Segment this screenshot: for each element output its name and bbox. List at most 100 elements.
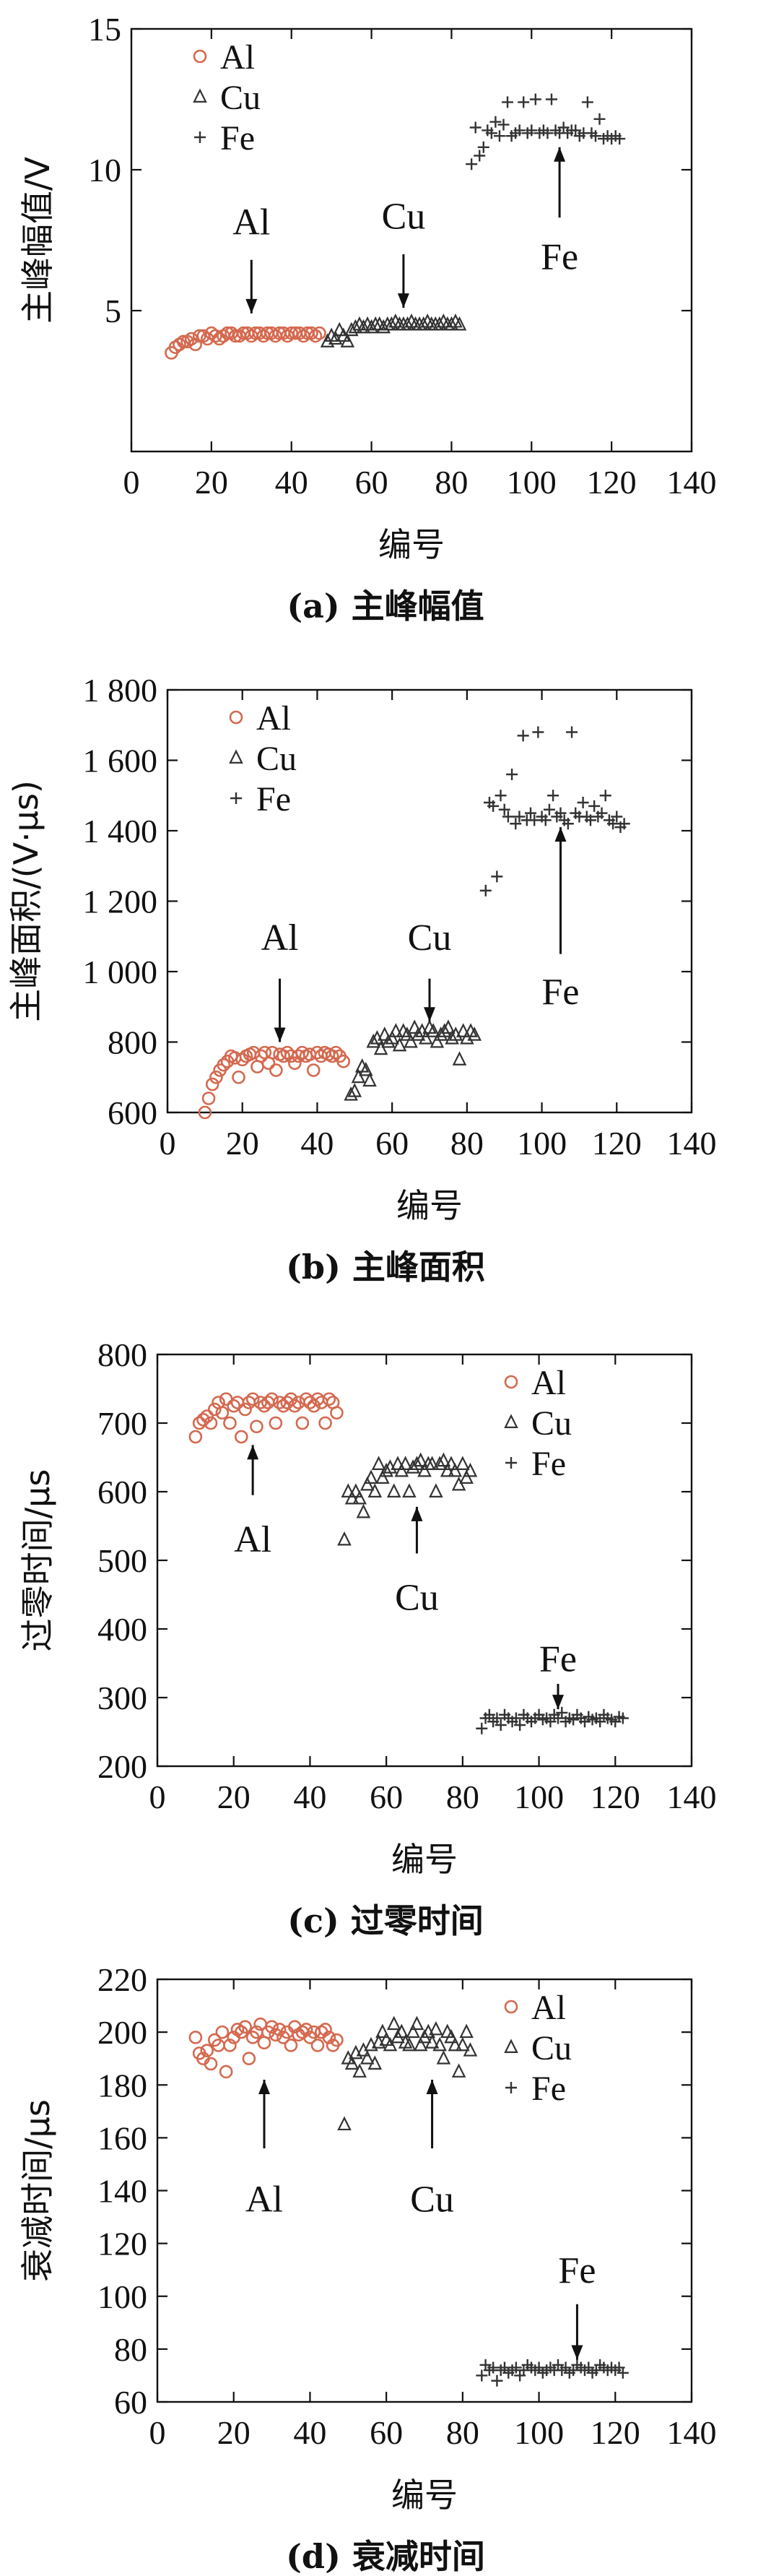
legend-marker-fe — [505, 2082, 517, 2093]
data-point-al — [265, 2020, 279, 2034]
data-point-al — [234, 1430, 248, 1444]
data-point-cu — [375, 2023, 390, 2039]
data-point-al — [272, 2023, 287, 2036]
arrow-head — [411, 1506, 423, 1521]
x-tick-label: 140 — [667, 2414, 717, 2451]
data-point-fe — [498, 803, 510, 816]
data-point-fe — [485, 127, 497, 139]
x-tick-label: 0 — [149, 2414, 166, 2451]
x-tick-label: 0 — [160, 1125, 176, 1162]
data-point-cu — [459, 1469, 474, 1484]
x-tick-label: 20 — [217, 2414, 251, 2451]
annotation-label: Al — [245, 2179, 283, 2221]
data-point-cu — [452, 1051, 467, 1066]
data-point-cu — [451, 1476, 466, 1491]
annotation-label: Fe — [539, 1639, 577, 1680]
series-al — [188, 2017, 344, 2079]
data-point-fe — [618, 818, 630, 830]
data-point-fe — [477, 141, 489, 153]
data-point-cu — [404, 1033, 418, 1048]
data-point-al — [310, 2039, 325, 2052]
data-point-fe — [593, 113, 606, 125]
panel-caption: (c) 过零时间 — [287, 1901, 484, 1940]
data-point-fe — [588, 800, 601, 812]
y-axis-title: 衰减时间/μs — [18, 2099, 57, 2282]
data-point-cu — [381, 1033, 396, 1048]
annotation-al: Al — [232, 202, 270, 314]
series-fe — [476, 2359, 629, 2387]
data-point-al — [269, 1416, 283, 1430]
arrow-head — [245, 298, 258, 314]
annotation-cu: Cu — [382, 196, 425, 308]
y-axis-title: 过零时间/μs — [18, 1469, 57, 1652]
x-tick-label: 120 — [591, 1778, 640, 1815]
y-tick-label: 600 — [97, 1474, 147, 1510]
data-point-fe — [466, 158, 478, 170]
legend-marker-fe — [230, 792, 242, 804]
panel-caption: (b) 主峰面积 — [286, 1248, 485, 1287]
data-point-cu — [430, 1033, 445, 1048]
y-tick-label: 5 — [105, 293, 121, 329]
data-point-fe — [562, 818, 574, 830]
x-tick-label: 20 — [226, 1125, 259, 1162]
legend-label-al: Al — [220, 38, 255, 77]
data-point-cu — [366, 1033, 380, 1048]
y-tick-label: 800 — [97, 1336, 147, 1373]
annotation-label: Cu — [410, 2179, 454, 2221]
data-point-cu — [413, 1452, 428, 1467]
data-point-al — [325, 1049, 339, 1063]
data-point-cu — [459, 2023, 474, 2039]
series-cu — [320, 314, 467, 347]
data-point-al — [295, 1416, 310, 1430]
chart-panel-b: 0 20 40 60 80 100 120 140 600 800 1 000 1 200 1 400 1… — [6, 672, 717, 1287]
data-point-al — [188, 337, 202, 352]
data-point-al — [215, 2025, 230, 2039]
annotation-label: Cu — [395, 1578, 439, 1619]
x-tick-label: 100 — [517, 1125, 567, 1162]
data-point-fe — [489, 116, 502, 128]
data-point-cu — [445, 1030, 459, 1045]
arrow-head — [571, 2345, 583, 2360]
x-tick-label: 40 — [275, 464, 308, 501]
x-tick-label: 80 — [435, 464, 468, 501]
chart-panel-c: 0 20 40 60 80 100 120 140 200 300 400 500 600 700 800 编… — [18, 1336, 717, 1940]
data-point-al — [242, 2052, 256, 2065]
y-tick-label: 200 — [97, 1748, 147, 1785]
series-al — [188, 1392, 344, 1444]
x-tick-label: 0 — [149, 1778, 166, 1815]
data-point-cu — [360, 2050, 375, 2065]
data-point-cu — [409, 1456, 424, 1470]
data-point-fe — [491, 870, 503, 883]
y-tick-label: 400 — [97, 1611, 147, 1648]
data-point-fe — [581, 96, 593, 108]
data-point-fe — [510, 818, 522, 830]
data-point-cu — [360, 1476, 375, 1491]
data-point-cu — [463, 2042, 478, 2057]
y-tick-label: 220 — [97, 1961, 147, 1998]
data-point-cu — [436, 1452, 451, 1467]
x-axis-title: 编号 — [391, 1840, 458, 1879]
data-point-cu — [373, 1040, 388, 1055]
data-point-cu — [444, 2028, 458, 2044]
data-point-fe — [617, 1712, 629, 1724]
data-point-fe — [607, 818, 619, 830]
data-point-fe — [532, 726, 544, 738]
data-point-al — [284, 326, 299, 340]
data-point-cu — [426, 1023, 440, 1037]
data-point-cu — [424, 2034, 440, 2049]
panel-caption: (d) 衰减时间 — [286, 2537, 485, 2576]
data-point-cu — [384, 316, 399, 331]
data-point-al — [250, 1419, 263, 1434]
x-tick-label: 60 — [375, 1125, 409, 1162]
data-point-al — [200, 1409, 214, 1423]
data-point-fe — [528, 814, 541, 826]
data-point-al — [215, 1406, 230, 1420]
x-tick-label: 120 — [587, 464, 637, 501]
data-point-cu — [359, 1061, 373, 1076]
data-point-cu — [351, 1068, 366, 1084]
y-tick-label: 180 — [97, 2067, 147, 2104]
arrow-head — [554, 827, 567, 842]
annotation-cu: Cu — [408, 917, 451, 1022]
x-tick-label: 80 — [446, 2414, 479, 2451]
data-point-cu — [402, 2036, 417, 2052]
